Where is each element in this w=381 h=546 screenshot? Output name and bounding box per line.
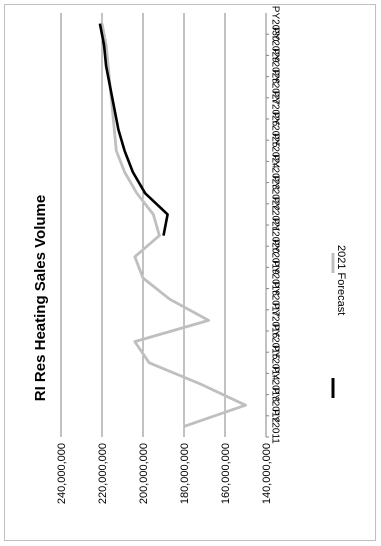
axes [265, 13, 269, 438]
x-tick-label: PY2012 [270, 387, 281, 423]
x-tick-label: PY2019 [270, 239, 281, 275]
y-tick-label: 240,000,000 [56, 443, 68, 504]
x-tick-label: PY2030 [270, 6, 281, 42]
x-tick-label: PY2029 [270, 27, 281, 63]
chart-frame: 140,000,000 160,000,000 180,000,000 200,000… [4, 4, 376, 541]
legend-label-forecast: 2021 Forecast [335, 245, 347, 315]
x-tick-label: PY2021 [270, 197, 281, 233]
x-tick-label: PY2017 [270, 281, 281, 317]
x-tick-label: PY2013 [270, 366, 281, 402]
x-tick-label: PY2027 [270, 69, 281, 105]
chart-title-group: RI Res Heating Sales Volume [32, 195, 49, 401]
series-line-dark [98, 23, 169, 236]
x-tick-label: PY2016 [270, 303, 281, 339]
chart-title: RI Res Heating Sales Volume [32, 195, 49, 401]
x-tick-label: PY2015 [270, 324, 281, 360]
y-tick-label: 200,000,000 [138, 443, 150, 504]
x-tick-label: PY2023 [270, 154, 281, 190]
x-tick-label: PY2020 [270, 218, 281, 254]
series-lines [98, 23, 247, 428]
y-tick-label: 180,000,000 [179, 443, 191, 504]
gridlines [60, 13, 226, 437]
series-line-forecast [100, 23, 247, 428]
x-tick-label: PY2022 [270, 175, 281, 211]
legend: 2021 Forecast [331, 245, 347, 398]
x-tick-label: PY2028 [270, 48, 281, 84]
chart-svg: 140,000,000 160,000,000 180,000,000 200,000… [32, 6, 347, 504]
x-tick-label: PY2024 [270, 133, 281, 169]
y-tick-label: 220,000,000 [97, 443, 109, 504]
x-tick-label: PY2014 [270, 345, 281, 381]
y-tick-label: 160,000,000 [220, 443, 232, 504]
x-tick-label: PY2025 [270, 112, 281, 148]
tick-labels: 140,000,000 160,000,000 180,000,000 200,000… [56, 6, 281, 504]
x-tick-label: PY2018 [270, 260, 281, 296]
y-tick-label: 140,000,000 [261, 443, 273, 504]
x-tick-label: PY2011 [270, 409, 281, 444]
x-tick-label: PY2026 [270, 91, 281, 127]
